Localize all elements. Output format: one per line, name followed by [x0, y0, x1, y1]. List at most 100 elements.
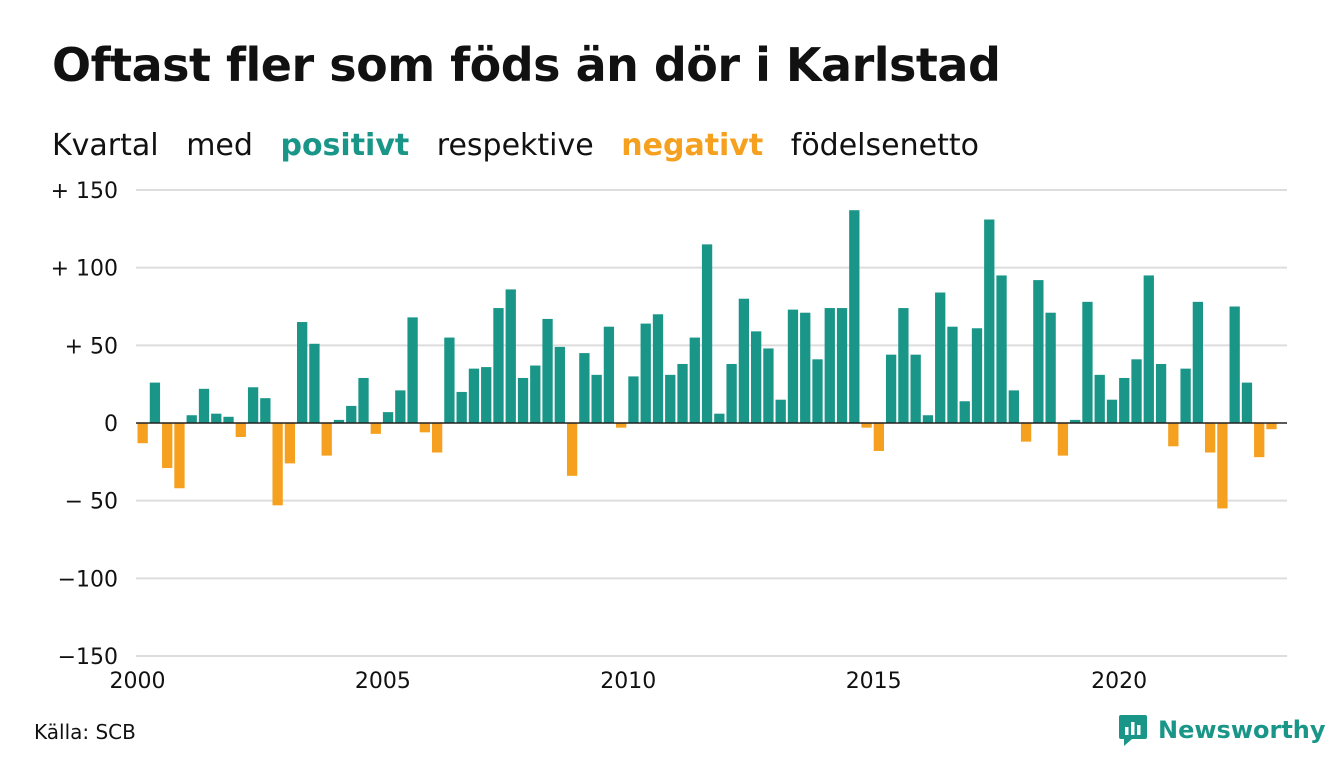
- bar-negative: [284, 423, 296, 464]
- bar-positive: [947, 326, 958, 423]
- bar-positive: [701, 244, 713, 423]
- y-tick-label: + 150: [51, 179, 118, 204]
- bar-positive: [1155, 363, 1167, 423]
- bar-positive: [493, 308, 504, 423]
- x-tick-label: 2015: [846, 669, 902, 694]
- bar-positive: [407, 317, 418, 423]
- bar-positive: [505, 289, 516, 423]
- bar-positive: [382, 412, 394, 423]
- bar-positive: [652, 314, 664, 423]
- bar-positive: [640, 323, 651, 423]
- bar-negative: [174, 423, 185, 489]
- y-tick-label: 0: [104, 412, 118, 437]
- bar-positive: [775, 399, 786, 423]
- bar-positive: [149, 382, 161, 423]
- bar-positive: [333, 419, 345, 423]
- bar-negative: [321, 423, 332, 456]
- bar-positive: [971, 328, 983, 423]
- bar-negative: [431, 423, 443, 453]
- bar-positive: [444, 337, 455, 423]
- bar-negative: [861, 423, 872, 428]
- bar-positive: [517, 377, 529, 423]
- bar-negative: [1168, 423, 1179, 447]
- bar-positive: [223, 416, 234, 423]
- bar-positive: [468, 368, 480, 423]
- bar-negative: [1254, 423, 1265, 458]
- bar-positive: [898, 308, 909, 423]
- bar-positive: [1143, 275, 1154, 423]
- bar-positive: [1094, 374, 1105, 423]
- source-label: Källa: SCB: [34, 720, 136, 744]
- subtitle-word-respektive: respektive: [436, 128, 594, 163]
- subtitle-negative-label: negativt: [621, 128, 764, 163]
- bar-positive: [836, 308, 848, 423]
- x-tick-label: 2020: [1091, 669, 1147, 694]
- bar-positive: [996, 275, 1007, 423]
- bar-negative: [235, 423, 246, 437]
- x-axis-labels: 2000 2005 2010 2015 2020: [110, 669, 1148, 694]
- bar-positive: [763, 348, 774, 423]
- bar-negative: [1020, 423, 1032, 442]
- bar-negative: [1266, 423, 1277, 430]
- bar-positive: [910, 354, 921, 423]
- x-tick-label: 2005: [355, 669, 411, 694]
- y-tick-label: −100: [58, 567, 118, 592]
- bar-positive: [824, 308, 835, 423]
- bar-positive: [800, 312, 811, 423]
- bar-positive: [1008, 390, 1019, 423]
- bar-negative: [162, 423, 173, 469]
- bar-positive: [481, 367, 492, 423]
- bar-positive: [395, 390, 406, 423]
- bar-positive: [554, 346, 565, 423]
- bars-layer: [136, 210, 1287, 509]
- bar-positive: [247, 387, 259, 423]
- bar-positive: [812, 359, 823, 423]
- bar-negative: [566, 423, 578, 476]
- bar-positive: [984, 219, 995, 423]
- bar-positive: [260, 398, 271, 423]
- bar-positive: [198, 388, 210, 423]
- y-tick-label: + 50: [65, 334, 118, 359]
- x-tick-label: 2000: [110, 669, 166, 694]
- grid-layer: [136, 189, 1287, 657]
- bar-negative: [873, 423, 884, 451]
- brand-name: Newsworthy: [1158, 716, 1326, 744]
- bar-positive: [628, 376, 639, 423]
- bar-positive: [726, 363, 737, 423]
- bar-negative: [419, 423, 431, 433]
- bar-positive: [1180, 368, 1191, 423]
- bar-positive: [591, 374, 602, 423]
- bar-positive: [456, 391, 467, 423]
- brand-logo: Newsworthy: [1118, 713, 1326, 747]
- bar-negative: [1217, 423, 1228, 509]
- bar-positive: [358, 377, 369, 423]
- bar-negative: [272, 423, 283, 506]
- bar-negative: [137, 423, 148, 444]
- bar-positive: [677, 363, 688, 423]
- bar-positive: [665, 374, 676, 423]
- chart-title: Oftast fler som föds än dör i Karlstad: [52, 38, 1001, 92]
- bar-positive: [346, 405, 357, 423]
- bar-positive: [1045, 312, 1056, 423]
- bar-positive: [530, 365, 541, 423]
- subtitle-word-fodelsenetto: födelsenetto: [790, 128, 979, 163]
- subtitle-word-kvartal: Kvartal: [52, 128, 159, 163]
- bar-positive: [1106, 399, 1118, 423]
- bar-positive: [922, 415, 934, 423]
- bar-positive: [1229, 306, 1240, 423]
- bar-positive: [1192, 301, 1204, 423]
- bar-positive: [186, 415, 197, 423]
- bar-positive: [787, 309, 799, 423]
- x-tick-label: 2010: [600, 669, 656, 694]
- bar-positive: [579, 353, 590, 423]
- bar-positive: [603, 326, 615, 423]
- bar-positive: [211, 413, 222, 423]
- bar-positive: [1033, 280, 1044, 423]
- bar-negative: [370, 423, 381, 434]
- y-axis-labels: + 150 + 100 + 50 0 − 50 −100 −150: [51, 179, 118, 670]
- bar-negative: [1204, 423, 1216, 453]
- subtitle-word-med: med: [186, 128, 253, 163]
- bar-positive: [297, 322, 308, 423]
- bar-positive: [751, 331, 762, 423]
